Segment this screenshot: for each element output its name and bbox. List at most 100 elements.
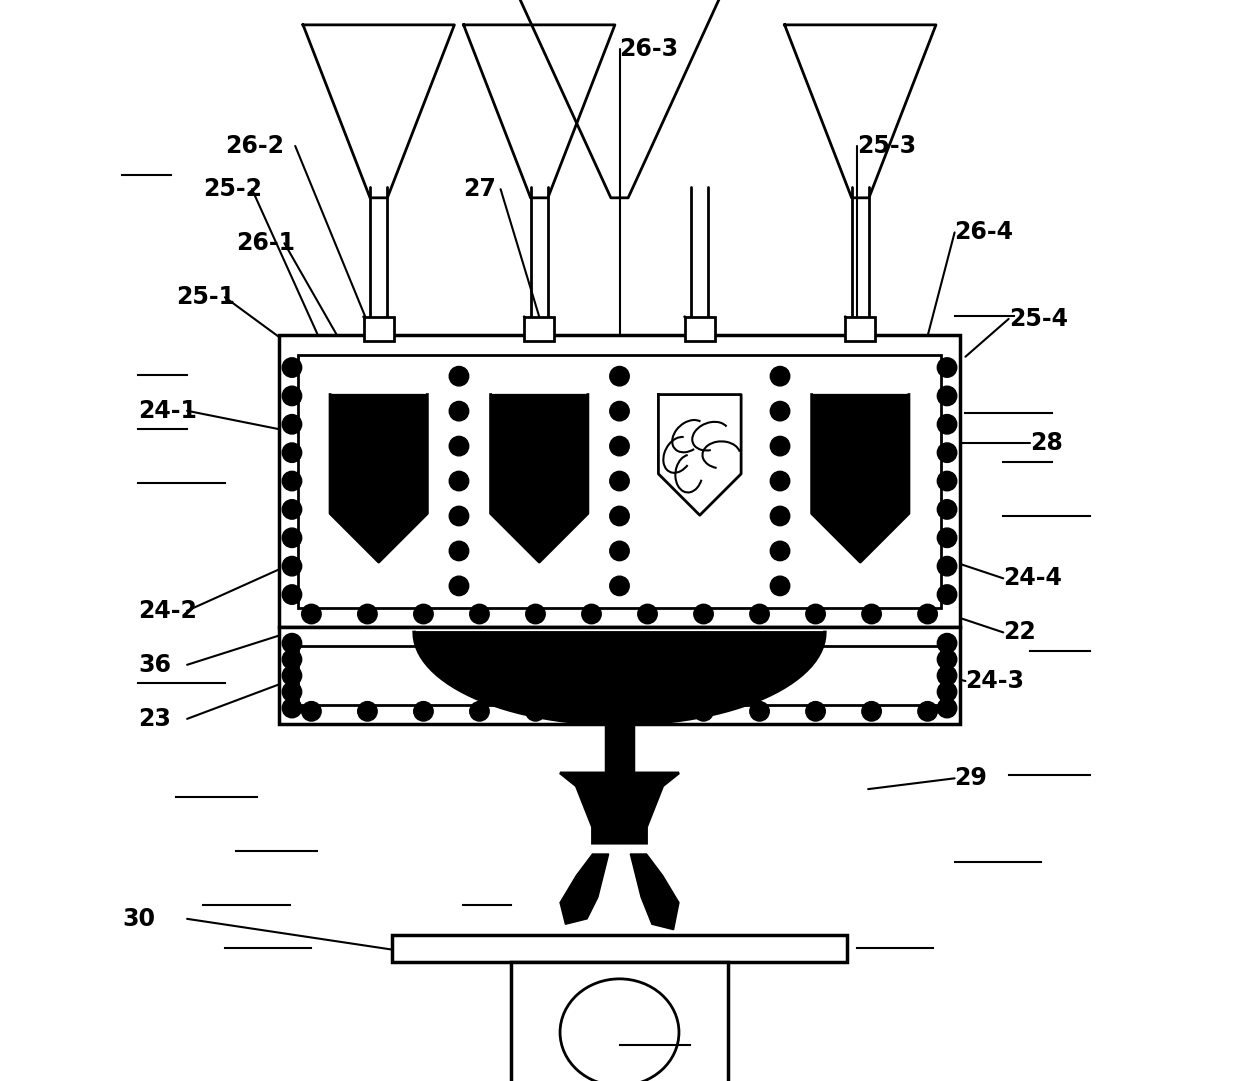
Circle shape (450, 506, 468, 525)
Bar (279, 627, 960, 724)
Circle shape (282, 443, 301, 463)
Circle shape (771, 366, 789, 386)
Bar (512, 962, 727, 1081)
Circle shape (282, 650, 301, 669)
Circle shape (938, 682, 957, 702)
Bar (279, 335, 960, 627)
Circle shape (610, 437, 629, 456)
Text: 22: 22 (1004, 620, 1036, 644)
Circle shape (470, 604, 489, 624)
Circle shape (938, 471, 957, 491)
Text: 25-4: 25-4 (1009, 307, 1068, 331)
Circle shape (470, 702, 489, 721)
Bar (299, 646, 940, 705)
Polygon shape (658, 395, 741, 516)
Circle shape (694, 604, 714, 624)
Circle shape (450, 542, 468, 561)
Circle shape (938, 557, 957, 576)
Text: 25-3: 25-3 (857, 134, 917, 158)
Circle shape (938, 585, 957, 604)
Bar (845, 317, 876, 341)
Circle shape (771, 576, 789, 596)
Text: 27: 27 (462, 177, 496, 201)
Circle shape (582, 702, 601, 721)
Circle shape (918, 604, 938, 624)
Bar (299, 355, 940, 608)
Circle shape (610, 366, 629, 386)
Circle shape (938, 650, 957, 669)
Circle shape (938, 698, 957, 718)
Text: 26-3: 26-3 (620, 37, 679, 61)
Circle shape (282, 358, 301, 377)
Text: 26-4: 26-4 (954, 221, 1014, 244)
Circle shape (282, 471, 301, 491)
Polygon shape (491, 395, 587, 562)
Polygon shape (414, 632, 825, 724)
Circle shape (450, 576, 468, 596)
Circle shape (282, 499, 301, 519)
Text: 28: 28 (1031, 431, 1063, 455)
Circle shape (282, 386, 301, 405)
Text: 29: 29 (954, 766, 987, 790)
Polygon shape (560, 854, 608, 924)
Circle shape (862, 604, 881, 624)
Text: 26-2: 26-2 (225, 134, 284, 158)
Polygon shape (631, 854, 679, 930)
Circle shape (771, 542, 789, 561)
Circle shape (282, 682, 301, 702)
Text: 30: 30 (123, 907, 155, 931)
Circle shape (610, 401, 629, 421)
Circle shape (771, 471, 789, 491)
Bar (685, 317, 715, 341)
Circle shape (610, 506, 629, 525)
Text: 24-1: 24-1 (139, 399, 197, 423)
Circle shape (938, 499, 957, 519)
Circle shape (938, 443, 957, 463)
Bar (393, 935, 846, 962)
Circle shape (610, 471, 629, 491)
Circle shape (938, 358, 957, 377)
Circle shape (282, 666, 301, 685)
Circle shape (938, 386, 957, 405)
Circle shape (938, 528, 957, 547)
Circle shape (938, 415, 957, 435)
Text: 24-4: 24-4 (1004, 566, 1062, 590)
Text: 36: 36 (139, 653, 171, 677)
Circle shape (414, 702, 434, 721)
Circle shape (450, 471, 468, 491)
Circle shape (638, 702, 657, 721)
Bar (606, 724, 633, 773)
Circle shape (301, 702, 321, 721)
Circle shape (450, 437, 468, 456)
Circle shape (358, 604, 377, 624)
Circle shape (582, 604, 601, 624)
Circle shape (638, 604, 657, 624)
Circle shape (771, 506, 789, 525)
Polygon shape (560, 773, 679, 843)
Circle shape (750, 702, 769, 721)
Text: 24-2: 24-2 (139, 599, 197, 623)
Circle shape (282, 585, 301, 604)
Text: 24-3: 24-3 (965, 669, 1025, 693)
Circle shape (301, 604, 321, 624)
Circle shape (450, 401, 468, 421)
Circle shape (450, 366, 468, 386)
Circle shape (805, 604, 825, 624)
Circle shape (282, 698, 301, 718)
Circle shape (282, 528, 301, 547)
Circle shape (282, 633, 301, 653)
Text: 23: 23 (139, 707, 171, 731)
Circle shape (918, 702, 938, 721)
Text: 25-1: 25-1 (176, 285, 235, 309)
Circle shape (525, 604, 545, 624)
Bar (363, 317, 394, 341)
Circle shape (771, 401, 789, 421)
Circle shape (282, 415, 301, 435)
Circle shape (525, 702, 545, 721)
Polygon shape (330, 395, 427, 562)
Circle shape (862, 702, 881, 721)
Circle shape (694, 702, 714, 721)
Circle shape (938, 633, 957, 653)
Bar (524, 317, 554, 341)
Circle shape (414, 604, 434, 624)
